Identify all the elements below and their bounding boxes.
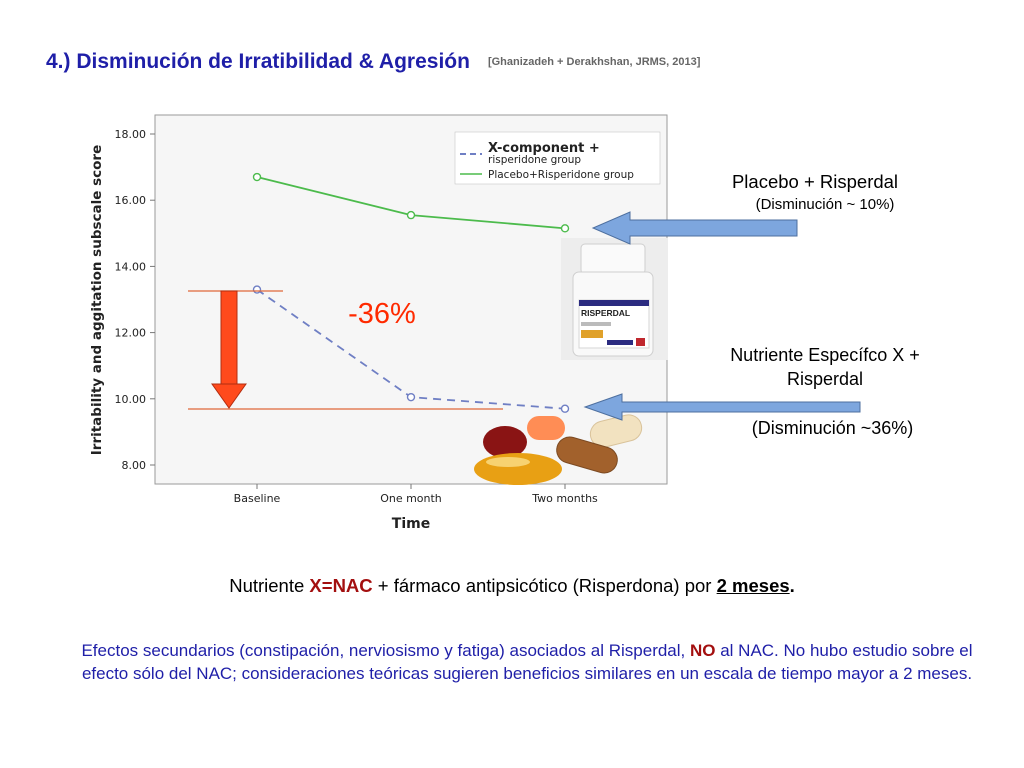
y-axis-label: Irritability and aggitation subscale sco… [89, 145, 105, 455]
reference-citation: [Ghanizadeh + Derakhshan, JRMS, 2013] [487, 56, 701, 69]
capsules-image [474, 414, 643, 485]
series-placebo-point [560, 224, 570, 233]
series-placebo-point [406, 210, 416, 220]
callout-arrow-placebo [591, 211, 798, 245]
series-x-component-point [252, 285, 262, 294]
callout-arrow-nutrient [583, 393, 861, 421]
notes-text-1: Efectos secundarios (constipación, nervi… [81, 641, 690, 660]
series-placebo-point [252, 172, 262, 182]
x-tick-label: Baseline [234, 492, 281, 505]
callout-nutrient-line1: Nutriente Específco X + [730, 345, 920, 365]
x-tick-label: One month [380, 492, 442, 505]
title-text: 4.) Disminución de Irratibilidad & Agres… [46, 50, 470, 73]
legend-label-placebo: Placebo+Risperidone group [488, 169, 634, 181]
summary-text-1: Nutriente [229, 575, 310, 596]
summary-nac: X=NAC [309, 575, 373, 596]
callout-placebo-label: Placebo + Risperdal (Disminución ~ 10%) [700, 171, 930, 213]
y-tick-label: 8.00 [122, 459, 147, 472]
pill-bottle-image: RISPERDAL [561, 238, 668, 360]
summary-period: . [789, 575, 795, 596]
notes-no: NO [689, 641, 716, 660]
summary-line: Nutriente X=NAC + fármaco antipsicótico … [0, 575, 1024, 597]
legend-box [454, 131, 661, 185]
decrease-arrow-shaft [220, 290, 238, 387]
x-axis-label: Time [392, 516, 430, 532]
callout-nutrient-line3: (Disminución ~36%) [751, 418, 914, 438]
slide-title: 4.) Disminución de Irratibilidad & Agres… [46, 50, 700, 74]
legend-label-x-line1: X-component + [488, 141, 600, 156]
side-effects-note: Efectos secundarios (constipación, nervi… [60, 639, 994, 685]
callout-placebo-line2: (Disminución ~ 10%) [755, 196, 895, 213]
callout-placebo-line1: Placebo + Risperdal [731, 171, 899, 192]
notes-text-2: al NAC. No hubo estudio sobre el efecto … [81, 641, 973, 683]
summary-text-2: + fármaco antipsicótico (Risperdona) por [372, 575, 717, 596]
series-x-component-point [406, 392, 416, 402]
summary-duration: 2 meses [716, 575, 790, 596]
decrease-badge: -36% [348, 298, 416, 330]
y-tick-label: 10.00 [115, 393, 147, 406]
y-tick-label: 16.00 [115, 194, 147, 207]
y-tick-label: 14.00 [115, 260, 147, 273]
series-x-component-point [560, 404, 570, 413]
y-tick-label: 18.00 [115, 128, 147, 141]
callout-nutrient-line2: Risperdal [786, 369, 864, 389]
x-tick-label: Two months [531, 492, 598, 505]
y-tick-label: 12.00 [115, 327, 147, 340]
decrease-arrow-head [211, 383, 247, 409]
svg-text:RISPERDAL: RISPERDAL [581, 308, 630, 318]
callout-nutrient-label: Nutriente Específco X + Risperdal (Dismi… [690, 345, 960, 439]
legend-label-x-line2: risperidone group [488, 154, 581, 166]
